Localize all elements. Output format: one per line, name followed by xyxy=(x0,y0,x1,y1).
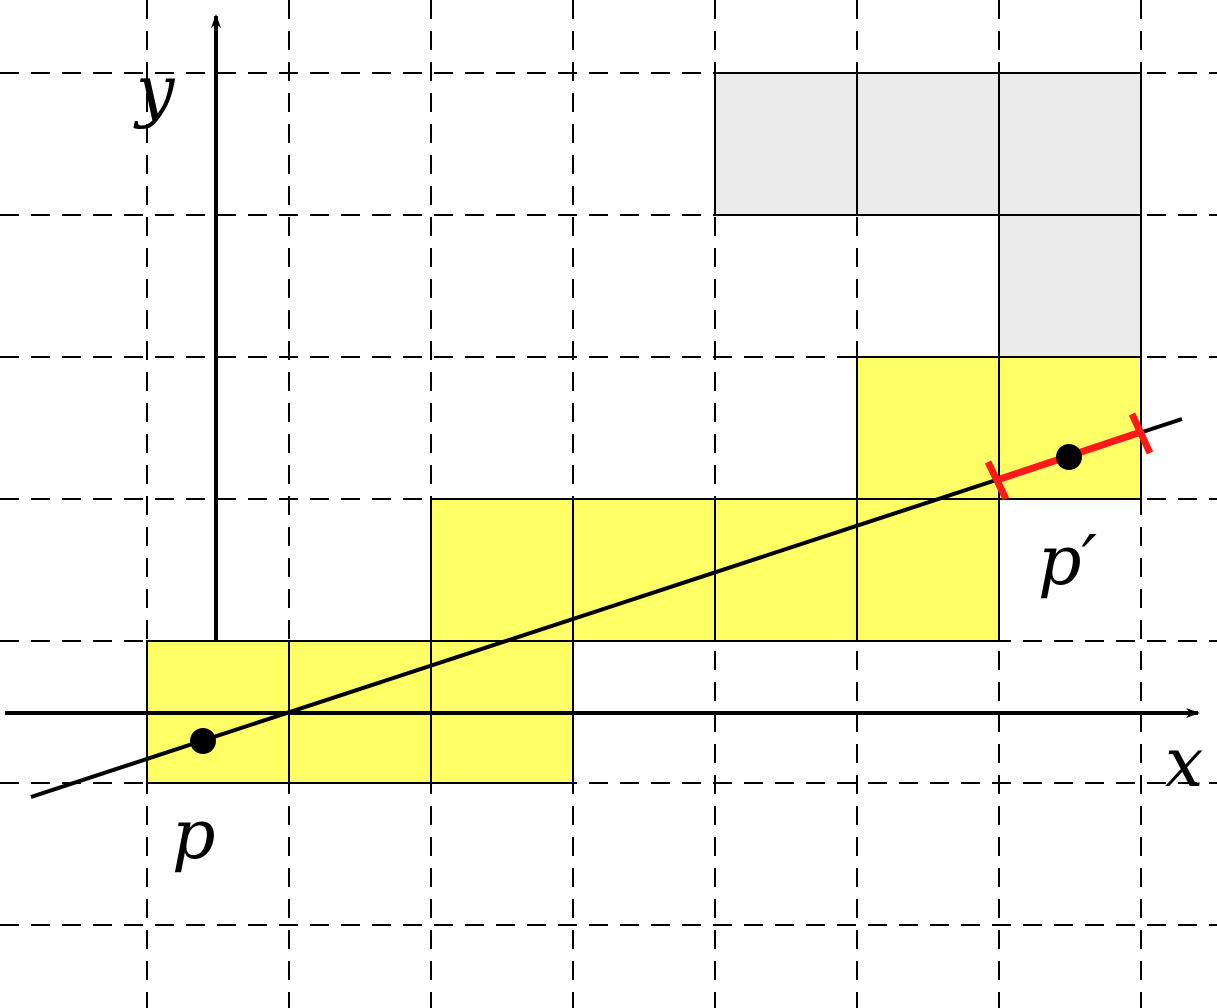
segment-tick-end xyxy=(1128,412,1154,455)
gray-cell xyxy=(998,214,1142,358)
traversed-cell xyxy=(856,498,1000,642)
gray-cell xyxy=(998,72,1142,216)
ray-overlay xyxy=(30,412,1183,799)
gray-cell xyxy=(714,72,858,216)
point-p-prime-label: p′ xyxy=(1038,522,1098,601)
point-p-prime xyxy=(1056,444,1082,470)
grid-cells xyxy=(146,72,1142,784)
segment-tick-start xyxy=(984,460,1010,501)
point-p-label: p xyxy=(172,796,216,875)
traversed-cell xyxy=(714,498,858,642)
traversed-cell xyxy=(856,356,1000,500)
traversed-cell xyxy=(430,498,574,642)
gray-cell xyxy=(856,72,1000,216)
point-p xyxy=(190,728,216,754)
traversed-cell xyxy=(572,498,716,642)
y-axis-label: y xyxy=(133,52,176,131)
x-axis-label: x xyxy=(1165,724,1203,803)
traversed-cell xyxy=(998,356,1142,500)
ray-line xyxy=(30,417,1183,799)
